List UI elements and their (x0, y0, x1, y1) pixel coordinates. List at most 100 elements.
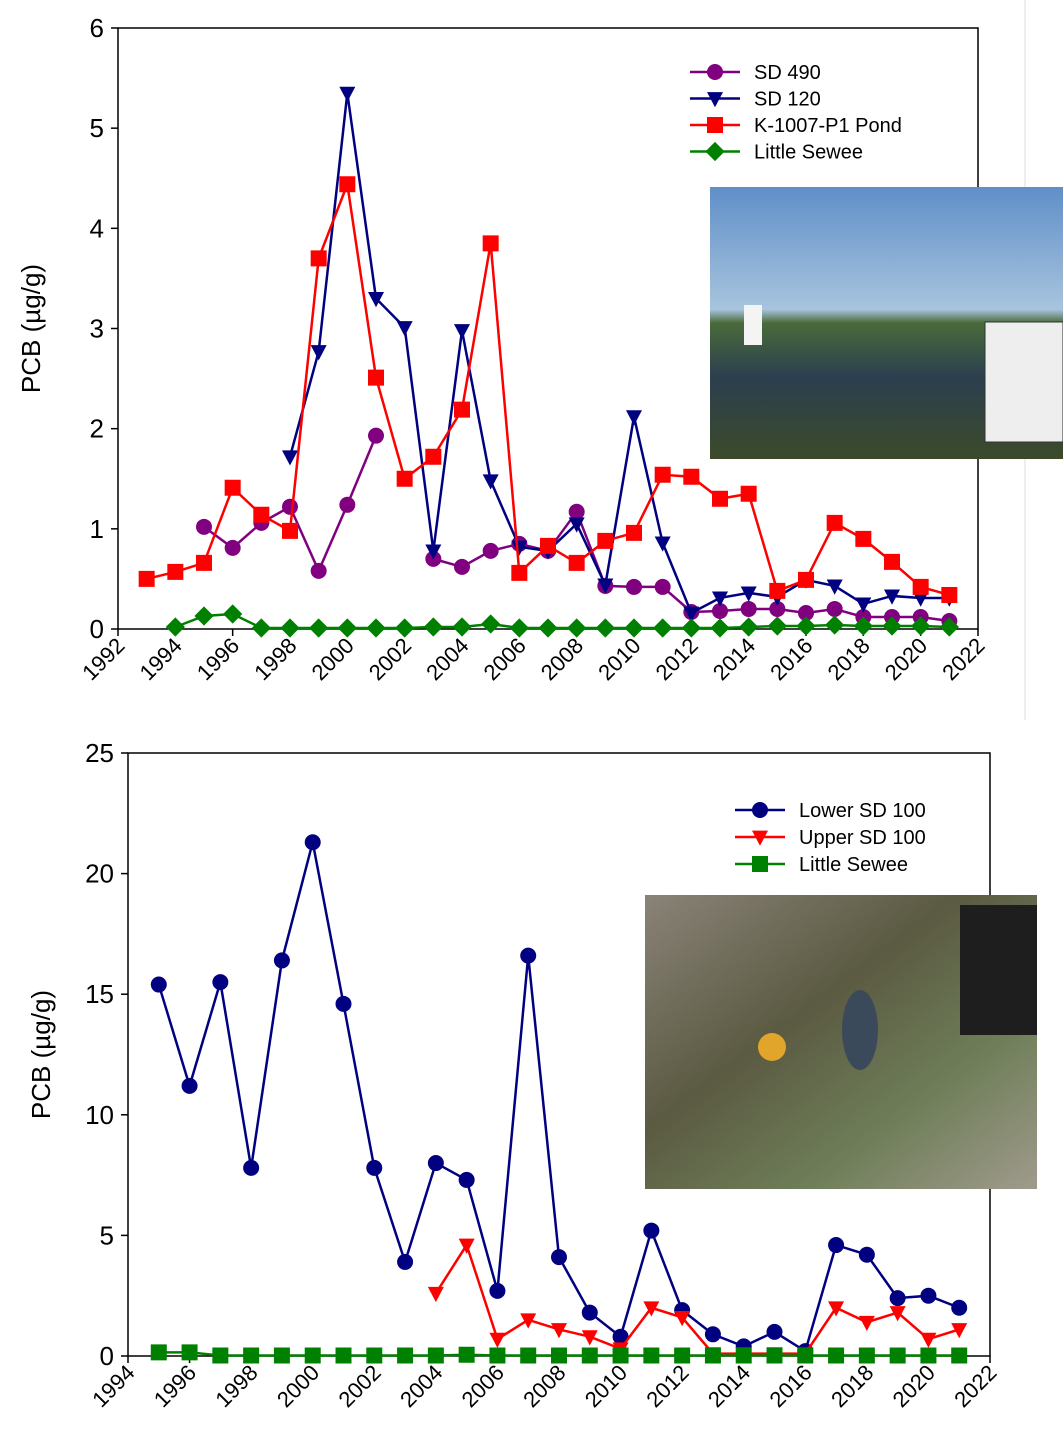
marker (654, 466, 671, 483)
marker (740, 485, 757, 502)
y-tick-label: 6 (90, 13, 104, 43)
marker (520, 947, 537, 964)
marker (282, 450, 298, 466)
marker (626, 578, 642, 595)
marker (920, 1332, 937, 1348)
marker (396, 470, 413, 487)
marker (335, 995, 352, 1012)
y-tick-label: 20 (85, 859, 114, 889)
marker (826, 579, 843, 595)
marker (304, 834, 321, 851)
marker (920, 1347, 937, 1364)
marker (912, 578, 929, 595)
marker (712, 591, 728, 607)
x-tick-label: 2018 (826, 1360, 878, 1412)
marker (624, 618, 644, 638)
x-tick-label: 1996 (149, 1360, 201, 1412)
marker (458, 1346, 475, 1363)
marker (752, 802, 768, 818)
photo-sign (744, 305, 762, 345)
y-tick-label: 4 (90, 213, 104, 243)
x-tick-label: 2004 (395, 1360, 447, 1412)
x-tick-label: 2002 (334, 1360, 386, 1412)
marker (397, 1253, 414, 1270)
y-tick-label: 25 (85, 738, 114, 768)
marker (858, 1246, 875, 1263)
marker (654, 578, 671, 595)
marker (310, 250, 327, 267)
photo-liner (960, 905, 1037, 1035)
marker (707, 117, 723, 133)
marker (705, 141, 725, 162)
marker (653, 618, 673, 638)
x-tick-label: 2018 (823, 633, 875, 685)
marker (482, 235, 499, 252)
marker (339, 496, 356, 513)
x-tick-label: 2000 (272, 1360, 324, 1412)
marker (855, 530, 872, 547)
marker (482, 542, 499, 559)
legend-label: Upper SD 100 (799, 827, 926, 849)
marker (568, 517, 585, 533)
marker (458, 1238, 475, 1254)
marker (150, 976, 167, 993)
marker (739, 617, 759, 637)
marker (520, 1313, 537, 1329)
series-line (434, 1242, 960, 1355)
marker (597, 532, 614, 549)
marker (855, 597, 872, 613)
marker (920, 1287, 937, 1304)
marker (752, 830, 768, 846)
marker (280, 618, 300, 638)
marker (643, 1301, 660, 1317)
legend-label: Little Sewee (799, 854, 908, 876)
marker (712, 490, 728, 507)
marker (425, 448, 442, 465)
marker (397, 1347, 414, 1364)
x-tick-label: 2016 (765, 633, 817, 685)
marker (826, 600, 843, 617)
x-tick-label: 2010 (593, 633, 645, 685)
marker (194, 606, 214, 626)
marker (167, 563, 184, 580)
marker (769, 582, 786, 599)
marker (368, 292, 384, 308)
marker (766, 1323, 783, 1340)
marker (884, 589, 900, 605)
legend-label: SD 490 (754, 62, 821, 84)
marker (581, 1347, 598, 1364)
marker (712, 602, 728, 619)
marker (458, 1171, 475, 1188)
x-tick-label: 2010 (580, 1360, 632, 1412)
x-tick-label: 2012 (651, 633, 703, 685)
x-tick-label: 2020 (888, 1360, 940, 1412)
marker (767, 616, 787, 636)
y-tick-label: 0 (90, 614, 104, 644)
marker (740, 600, 757, 617)
marker (150, 1344, 167, 1361)
x-tick-label: 2022 (937, 633, 989, 685)
marker (889, 1290, 906, 1307)
marker (511, 564, 528, 581)
marker (740, 586, 757, 602)
marker (538, 618, 558, 638)
marker (941, 586, 958, 603)
marker (489, 1347, 506, 1364)
y-tick-label: 10 (85, 1100, 114, 1130)
marker (224, 539, 241, 556)
marker (481, 614, 501, 634)
marker (223, 604, 243, 624)
marker (309, 618, 329, 638)
y-axis-label: PCB (µg/g) (26, 990, 56, 1119)
marker (253, 506, 270, 523)
marker (454, 401, 470, 418)
marker (568, 503, 585, 520)
x-tick-label: 2008 (536, 633, 588, 685)
marker (251, 618, 271, 638)
marker (165, 617, 185, 637)
x-tick-label: 2006 (479, 633, 531, 685)
x-tick-label: 2000 (307, 633, 359, 685)
marker (339, 86, 356, 102)
marker (423, 617, 443, 637)
marker (540, 537, 556, 554)
